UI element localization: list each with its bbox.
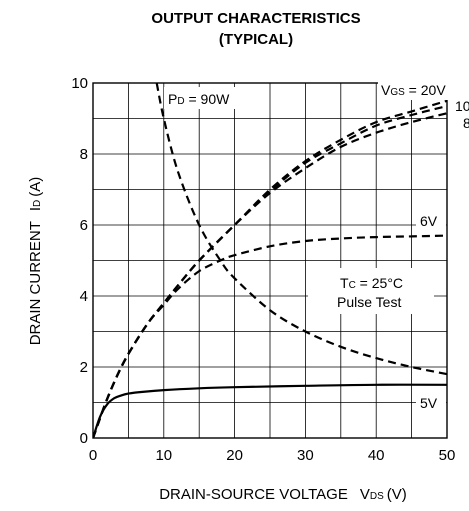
v10-label: 10V <box>455 98 469 114</box>
v6-label: 6V <box>420 213 438 229</box>
x-tick-label: 0 <box>89 447 97 464</box>
y-tick-label: 6 <box>80 217 88 234</box>
v10-label-bg <box>454 97 469 113</box>
x-tick-label: 20 <box>226 447 243 464</box>
y-tick-label: 8 <box>80 146 88 163</box>
pd-label: PD = 90W <box>168 91 230 107</box>
x-tick-label: 10 <box>155 447 172 464</box>
conditions-label-bg <box>308 268 434 314</box>
chart-subtitle: (TYPICAL) <box>219 31 293 48</box>
v8-label: 8V <box>463 115 469 131</box>
tc-label: TC = 25°C <box>340 275 403 291</box>
vgs-label-bg <box>378 80 469 100</box>
plot-frame <box>92 82 448 439</box>
y-tick-label: 0 <box>80 430 88 447</box>
x-tick-label: 40 <box>368 447 385 464</box>
v5-label: 5V <box>420 395 438 411</box>
v6-label-bg <box>416 211 446 231</box>
chart-title: OUTPUT CHARACTERISTICS <box>151 10 360 27</box>
y-tick-label: 10 <box>71 75 88 92</box>
curves <box>93 83 447 438</box>
y-axis-label: DRAIN CURRENTID(A) <box>27 177 44 346</box>
pd-label-bg <box>164 87 260 109</box>
y-tick-labels: 0 2 4 6 8 10 <box>71 75 88 447</box>
v8-label-bg <box>462 114 469 130</box>
series-pd-90w-line <box>155 83 447 376</box>
x-tick-label: 30 <box>297 447 314 464</box>
pulse-test-label: Pulse Test <box>337 294 401 310</box>
y-tick-label: 4 <box>80 288 88 305</box>
grid <box>93 83 447 438</box>
x-tick-labels: 0 10 20 30 40 50 <box>89 447 456 464</box>
series-6v-line <box>93 234 447 438</box>
x-tick-label: 50 <box>439 447 456 464</box>
v5-label-bg <box>416 393 446 413</box>
series-5v-line <box>93 383 447 438</box>
y-tick-label: 2 <box>80 359 88 376</box>
x-axis-label: DRAIN-SOURCE VOLTAGE VDS (V) <box>159 486 407 503</box>
vgs-label: VGS = 20V <box>381 82 446 98</box>
